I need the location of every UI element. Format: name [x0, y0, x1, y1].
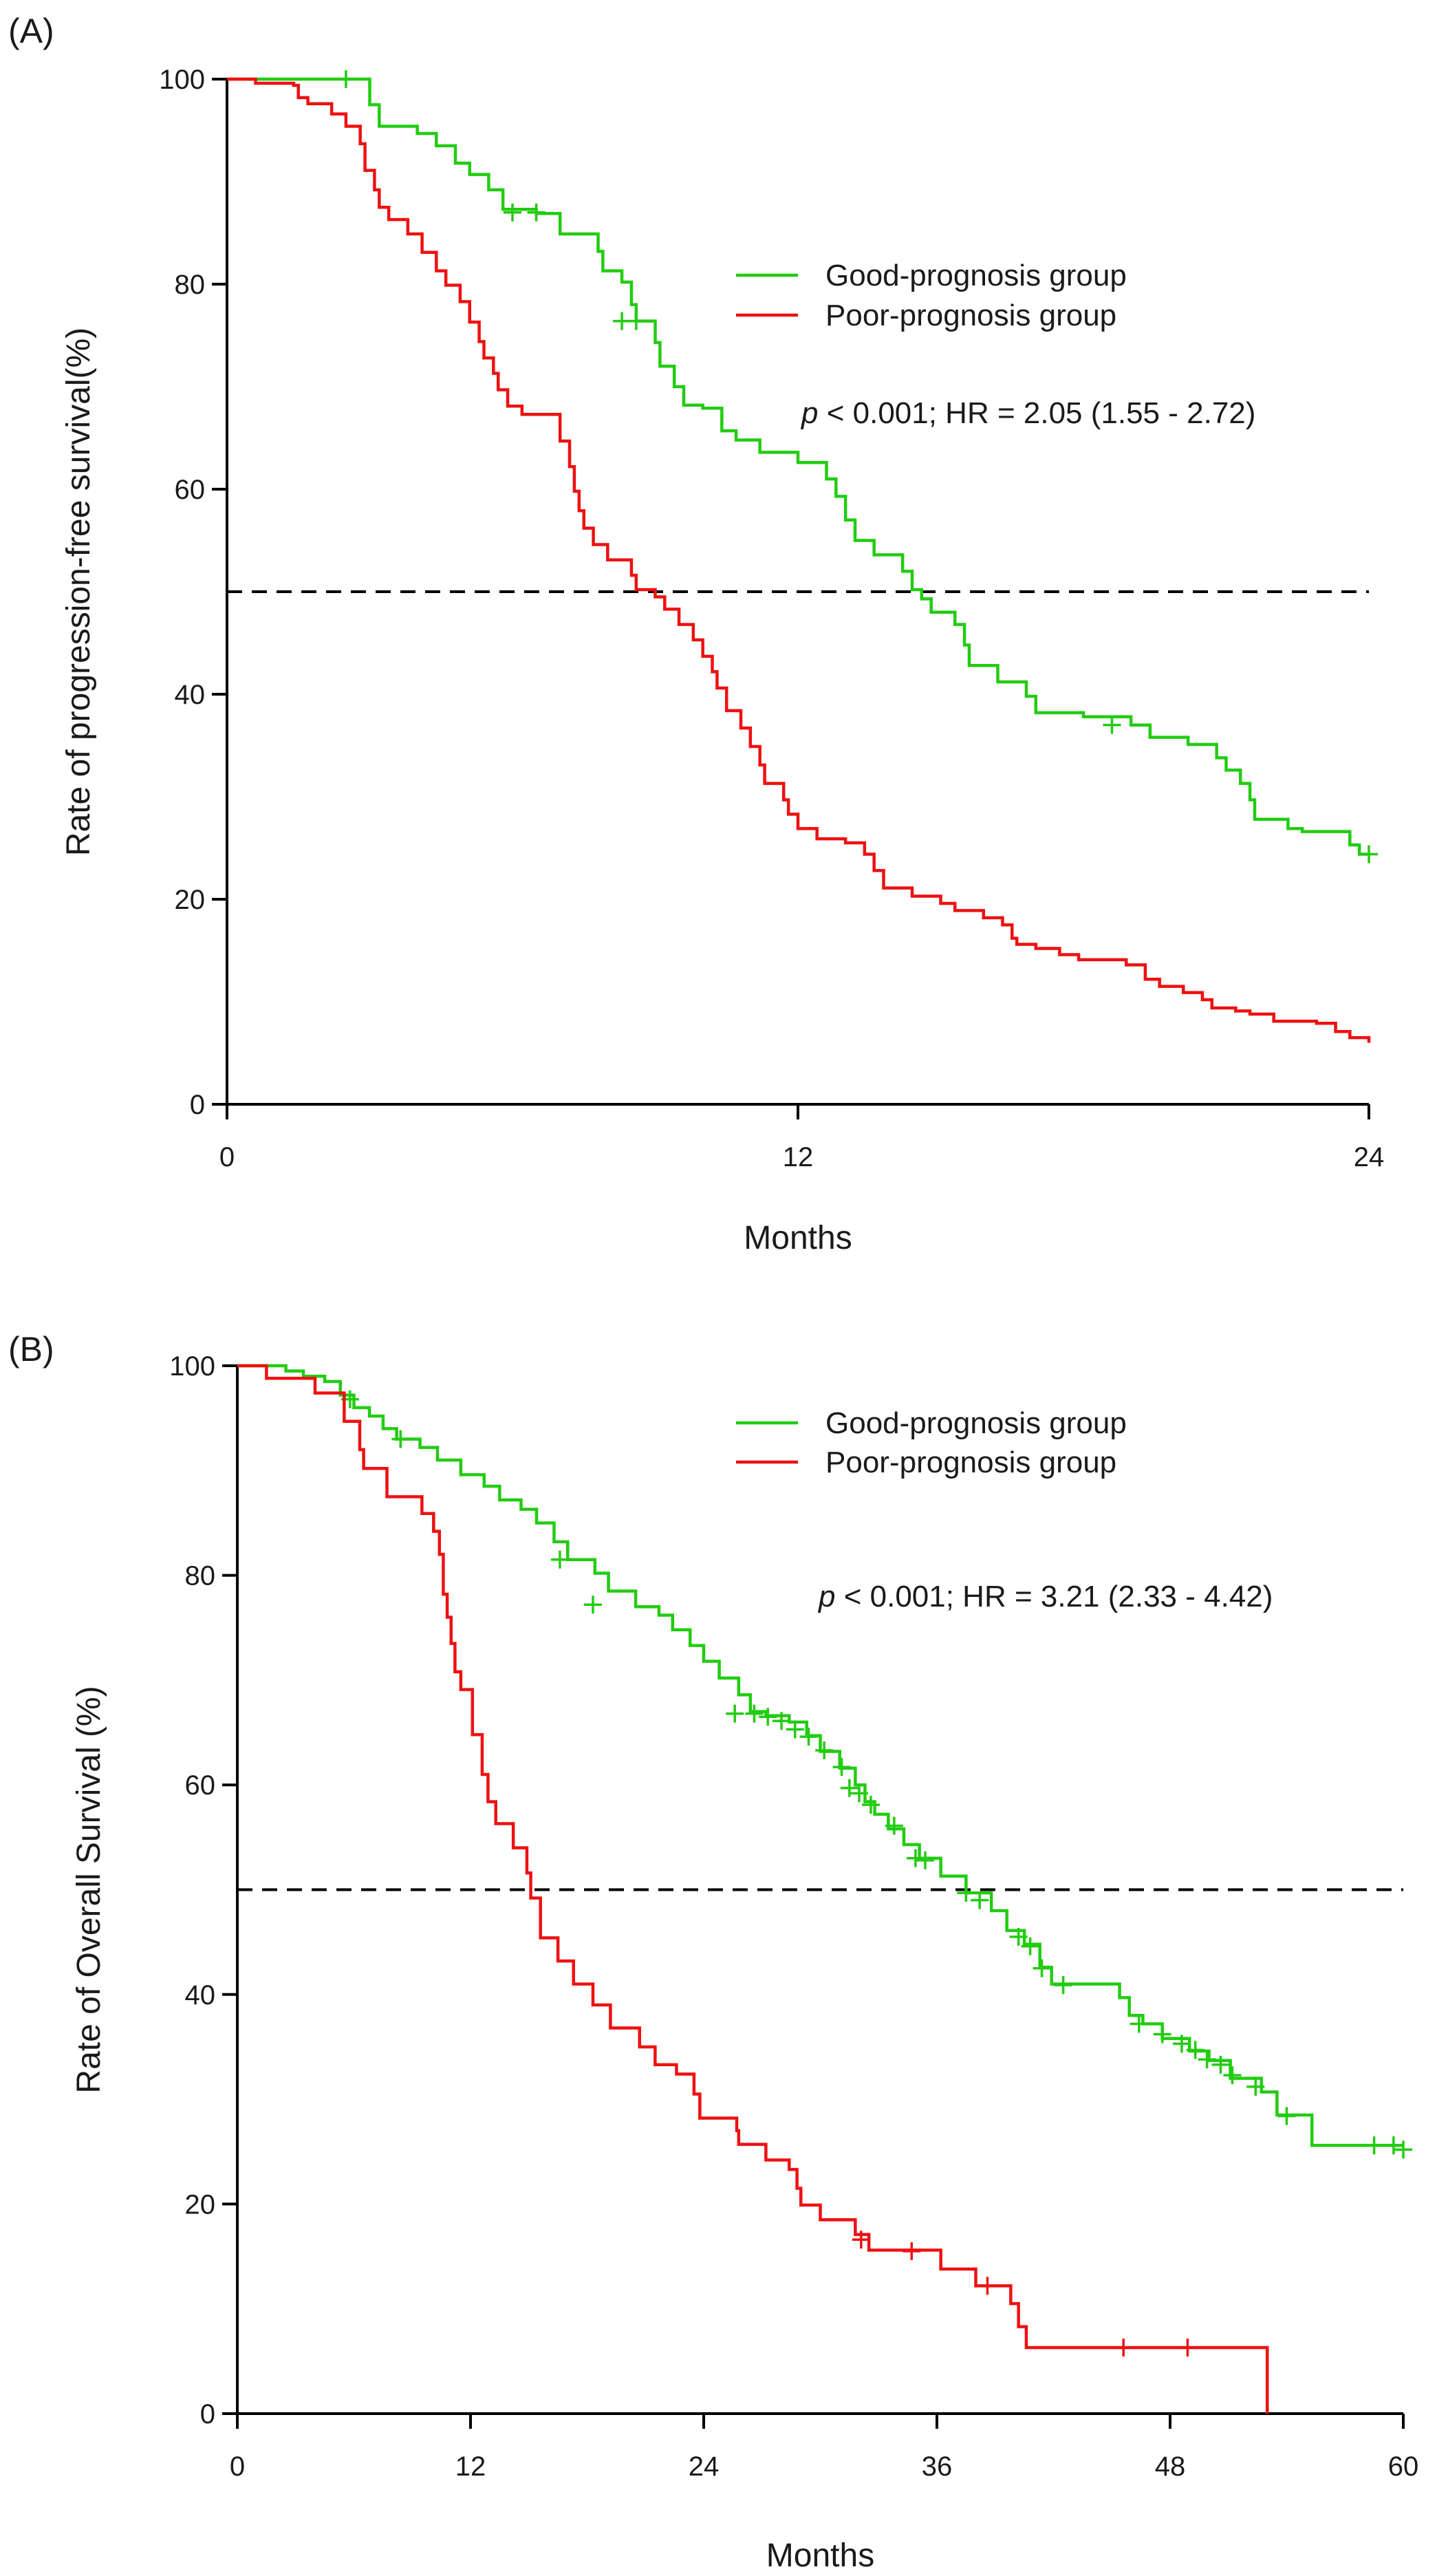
y-tick-label: 60	[185, 1770, 216, 1801]
good-prognosis-censor-mark	[527, 203, 545, 222]
panel-label: (B)	[8, 1330, 54, 1368]
good-prognosis-censor-mark	[772, 1712, 790, 1730]
x-tick-label: 12	[783, 1142, 814, 1172]
good-prognosis-censor-mark	[815, 1741, 834, 1759]
good-prognosis-censor-mark	[1277, 2107, 1296, 2125]
good-prognosis-censor-mark	[504, 203, 521, 222]
good-prognosis-censor-mark	[840, 1779, 858, 1797]
x-tick-label: 0	[219, 1142, 235, 1172]
good-prognosis-censor-mark	[1384, 2136, 1403, 2155]
good-prognosis-censor-mark	[1172, 2035, 1191, 2053]
y-tick-label: 0	[200, 2399, 215, 2429]
x-tick-label: 48	[1155, 2451, 1186, 2482]
y-tick-label: 0	[190, 1090, 205, 1120]
good-prognosis-censor-mark	[1246, 2077, 1265, 2096]
good-prognosis-censor-mark	[861, 1796, 880, 1814]
good-prognosis-censor-mark	[799, 1728, 818, 1746]
poor-prognosis-censor-mark	[903, 2242, 921, 2260]
x-tick-label: 60	[1388, 2451, 1419, 2482]
poor-prognosis-legend-label: Poor-prognosis group	[825, 299, 1116, 332]
x-tick-label: 24	[1354, 1142, 1385, 1172]
good-prognosis-censor-mark	[1211, 2055, 1230, 2074]
x-tick-label: 0	[230, 2451, 245, 2482]
y-tick-label: 100	[169, 1351, 215, 1382]
panel-b: (B) 0 20 40 60 80 100 0 12 24 36 48 60 Months Rate of …	[8, 1330, 1418, 2574]
good-prognosis-censor-mark	[759, 1708, 777, 1726]
good-prognosis-censor-mark	[1223, 2066, 1242, 2085]
poor-prognosis-curve	[237, 1364, 1269, 2414]
good-prognosis-censor-mark	[1198, 2050, 1216, 2069]
good-prognosis-censor-mark	[1021, 1937, 1039, 1955]
good-prognosis-censor-mark	[745, 1704, 764, 1723]
x-axis-title: Months	[766, 2537, 874, 2574]
good-prognosis-censor-mark	[885, 1816, 903, 1835]
y-axis-title: Rate of Overall Survival (%)	[71, 1686, 107, 2093]
y-tick-label: 40	[175, 680, 206, 710]
good-prognosis-censor-mark	[550, 1550, 569, 1569]
good-prognosis-censor-mark	[850, 1784, 868, 1803]
good-prognosis-censor-mark	[336, 70, 355, 88]
statistics-text: < 0.001; HR = 3.21 (2.33 - 4.42)	[835, 1580, 1273, 1613]
y-axis-title: Rate of progression-free survival(%)	[61, 328, 97, 856]
good-prognosis-censor-mark	[391, 1430, 410, 1448]
good-prognosis-censor-mark	[1394, 2140, 1412, 2159]
good-prognosis-censor-mark	[786, 1720, 804, 1739]
good-prognosis-censor-mark	[957, 1884, 975, 1902]
good-prognosis-censor-mark	[627, 312, 645, 330]
good-prognosis-censor-mark	[1103, 716, 1121, 734]
panel-a: (A) 0 20 40 60 80 100 0 12 24 Months Rate of progre…	[8, 12, 1384, 1256]
good-prognosis-censor-mark	[1033, 1959, 1051, 1977]
good-prognosis-censor-mark	[1130, 2015, 1148, 2033]
good-prognosis-censor-mark	[1009, 1928, 1028, 1946]
x-tick-label: 12	[455, 2451, 486, 2482]
good-prognosis-censor-mark	[832, 1758, 851, 1777]
poor-prognosis-censor-mark	[978, 2277, 997, 2295]
y-tick-label: 80	[175, 270, 206, 300]
x-axis-title: Months	[744, 1220, 852, 1256]
poor-prognosis-legend-label: Poor-prognosis group	[825, 1446, 1116, 1479]
good-prognosis-censor-mark	[1365, 2136, 1383, 2155]
good-prognosis-censor-mark	[1054, 1976, 1072, 1995]
good-prognosis-censor-mark	[583, 1596, 602, 1614]
poor-prognosis-censor-mark	[852, 2231, 870, 2249]
good-prognosis-legend-label: Good-prognosis group	[825, 259, 1127, 292]
y-tick-label: 60	[175, 475, 206, 505]
x-tick-label: 36	[922, 2451, 953, 2482]
y-tick-label: 100	[159, 65, 205, 95]
good-prognosis-censor-mark	[1153, 2025, 1171, 2043]
statistics-annotation: p < 0.001; HR = 3.21 (2.33 - 4.42)	[817, 1580, 1273, 1613]
y-tick-label: 40	[185, 1980, 216, 2010]
x-tick-label: 24	[689, 2451, 720, 2482]
statistics-text: < 0.001; HR = 2.05 (1.55 - 2.72)	[818, 396, 1255, 430]
good-prognosis-censor-mark	[971, 1891, 989, 1909]
y-tick-label: 20	[185, 2189, 216, 2220]
poor-prognosis-censor-mark	[1178, 2339, 1197, 2357]
good-prognosis-censor-mark	[726, 1704, 744, 1723]
good-prognosis-censor-mark	[1186, 2041, 1204, 2059]
p-value-symbol: p	[817, 1580, 835, 1613]
poor-prognosis-censor-mark	[1114, 2339, 1133, 2357]
good-prognosis-censor-mark	[906, 1849, 925, 1867]
good-prognosis-curve	[227, 77, 1369, 856]
good-prognosis-censor-mark	[916, 1851, 935, 1869]
poor-prognosis-curve	[227, 77, 1371, 1043]
p-value-symbol: p	[800, 396, 818, 430]
y-tick-label: 20	[175, 885, 206, 915]
good-prognosis-legend-label: Good-prognosis group	[825, 1406, 1127, 1440]
good-prognosis-censor-mark	[1360, 845, 1378, 863]
good-prognosis-curve	[237, 1364, 1403, 2147]
y-tick-label: 80	[185, 1561, 216, 1591]
panel-label: (A)	[8, 12, 54, 50]
statistics-annotation: p < 0.001; HR = 2.05 (1.55 - 2.72)	[800, 396, 1255, 430]
